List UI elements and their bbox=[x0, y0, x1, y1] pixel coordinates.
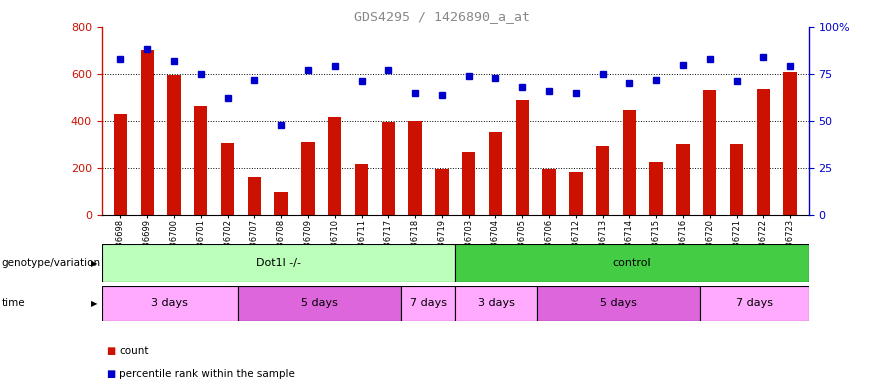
Text: 7 days: 7 days bbox=[736, 298, 773, 308]
Text: control: control bbox=[613, 258, 652, 268]
Text: ▶: ▶ bbox=[91, 299, 97, 308]
Text: 5 days: 5 days bbox=[600, 298, 636, 308]
Bar bbox=[248, 177, 261, 215]
Bar bbox=[676, 144, 690, 215]
Bar bbox=[757, 89, 770, 215]
Bar bbox=[354, 164, 369, 215]
Bar bbox=[435, 169, 448, 215]
Bar bbox=[515, 100, 529, 215]
Bar bbox=[102, 286, 238, 321]
Bar bbox=[301, 142, 315, 215]
Text: 3 days: 3 days bbox=[477, 298, 514, 308]
Bar bbox=[622, 110, 636, 215]
Bar bbox=[400, 286, 455, 321]
Text: ▶: ▶ bbox=[91, 258, 97, 268]
Bar bbox=[238, 286, 400, 321]
Bar bbox=[102, 244, 455, 282]
Bar bbox=[328, 118, 341, 215]
Text: percentile rank within the sample: percentile rank within the sample bbox=[119, 369, 295, 379]
Bar bbox=[455, 286, 537, 321]
Bar bbox=[114, 114, 127, 215]
Text: Dot1l -/-: Dot1l -/- bbox=[256, 258, 301, 268]
Bar bbox=[783, 71, 796, 215]
Bar bbox=[455, 244, 809, 282]
Bar bbox=[462, 152, 476, 215]
Text: GDS4295 / 1426890_a_at: GDS4295 / 1426890_a_at bbox=[354, 10, 530, 23]
Bar bbox=[542, 169, 556, 215]
Bar bbox=[167, 75, 180, 215]
Bar bbox=[596, 146, 609, 215]
Text: count: count bbox=[119, 346, 149, 356]
Bar bbox=[221, 143, 234, 215]
Bar bbox=[382, 122, 395, 215]
Bar bbox=[274, 192, 288, 215]
Text: 7 days: 7 days bbox=[409, 298, 446, 308]
Text: ■: ■ bbox=[106, 369, 115, 379]
Bar bbox=[700, 286, 809, 321]
Text: ■: ■ bbox=[106, 346, 115, 356]
Bar bbox=[194, 106, 208, 215]
Text: time: time bbox=[2, 298, 26, 308]
Text: 3 days: 3 days bbox=[151, 298, 188, 308]
Text: 5 days: 5 days bbox=[301, 298, 338, 308]
Bar bbox=[141, 50, 154, 215]
Bar bbox=[730, 144, 743, 215]
Text: genotype/variation: genotype/variation bbox=[2, 258, 101, 268]
Bar bbox=[650, 162, 663, 215]
Bar bbox=[703, 90, 716, 215]
Bar bbox=[569, 172, 583, 215]
Bar bbox=[489, 132, 502, 215]
Bar bbox=[408, 121, 422, 215]
Bar bbox=[537, 286, 700, 321]
